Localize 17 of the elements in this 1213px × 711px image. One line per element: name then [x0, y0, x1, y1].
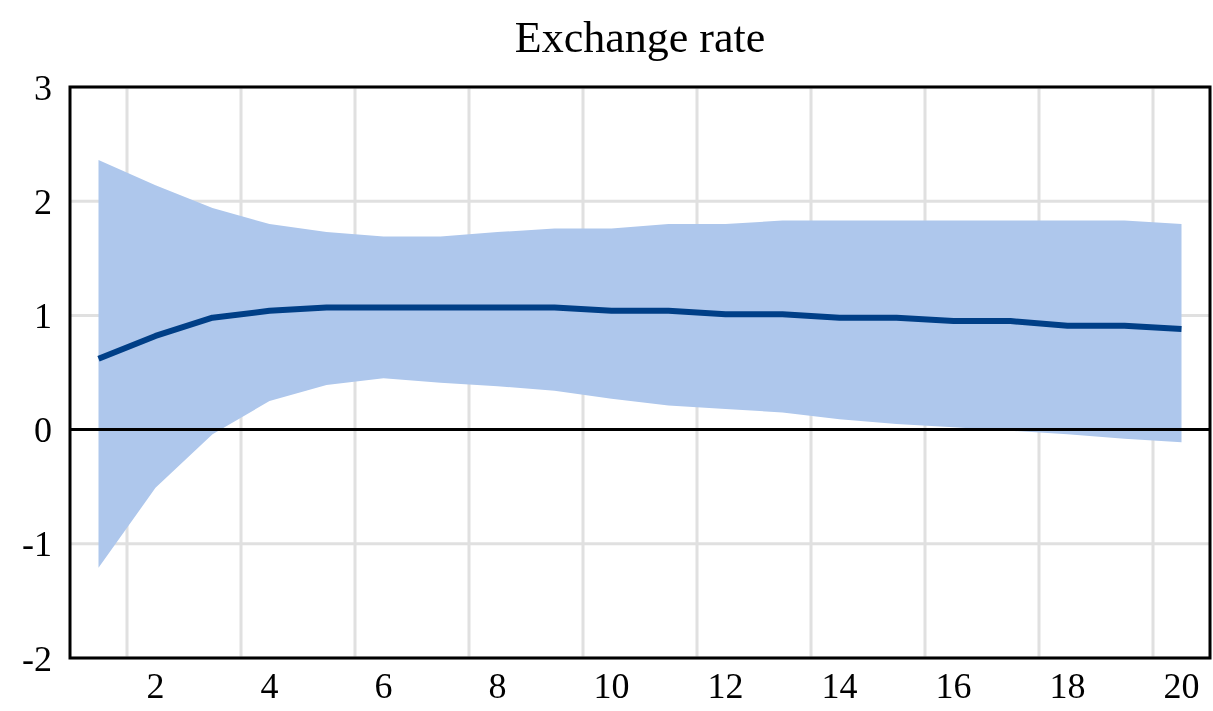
y-tick-label: 0: [34, 410, 52, 451]
y-tick-label: -2: [22, 638, 52, 679]
x-tick-label: 18: [1049, 666, 1086, 706]
chart-title: Exchange rate: [514, 13, 766, 62]
x-tick-label: 20: [1163, 666, 1200, 706]
x-tick-label: 2: [146, 666, 165, 706]
x-tick-label: 12: [707, 666, 744, 706]
y-tick-label: 2: [34, 181, 52, 222]
y-tick-label: 3: [34, 67, 52, 108]
x-tick-label: 10: [593, 666, 630, 706]
x-tick-label: 6: [374, 666, 393, 706]
y-tick-label: -1: [22, 524, 52, 565]
x-tick-label: 8: [488, 666, 507, 706]
y-tick-label: 1: [34, 296, 52, 336]
x-tick-label: 14: [821, 666, 858, 706]
x-tick-label: 4: [260, 666, 279, 706]
x-tick-label: 16: [935, 666, 972, 706]
